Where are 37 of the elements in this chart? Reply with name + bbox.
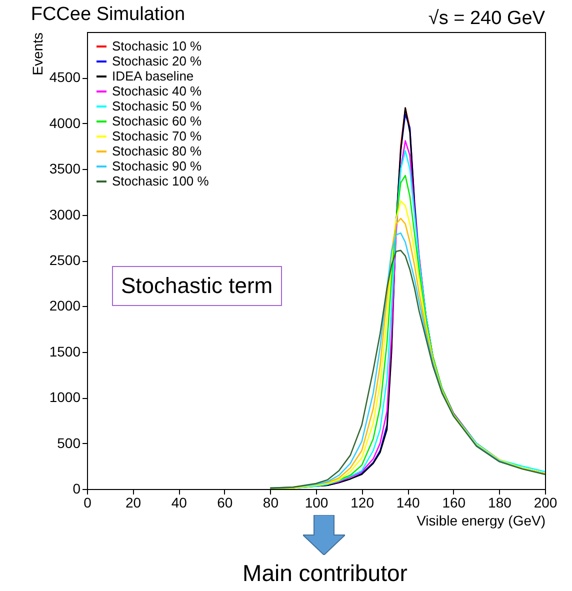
x-tick-label: 40 bbox=[171, 494, 188, 510]
y-tick-label: 2000 bbox=[49, 298, 81, 314]
x-axis-title: Visible energy (GeV) bbox=[416, 512, 546, 528]
legend-label: IDEA baseline bbox=[112, 68, 194, 84]
y-tick-label: 1500 bbox=[49, 343, 81, 360]
x-tick-label: 80 bbox=[262, 494, 279, 510]
y-tick-label: 1000 bbox=[49, 389, 81, 406]
y-axis-title: Events bbox=[29, 32, 46, 76]
x-tick-label: 20 bbox=[126, 494, 142, 510]
legend-label: Stochasic 50 % bbox=[112, 98, 202, 114]
annotation: Stochastic term bbox=[112, 266, 282, 306]
text: √s = 240 GeV bbox=[428, 8, 545, 30]
y-tick-label: 500 bbox=[57, 434, 81, 451]
legend-label: Stochasic 20 % bbox=[112, 54, 202, 68]
y-tick-label: 0 bbox=[72, 480, 81, 496]
x-tick-label: 100 bbox=[304, 494, 328, 510]
x-tick-label: 180 bbox=[488, 494, 512, 510]
x-tick-label: 60 bbox=[217, 494, 233, 510]
legend-label: Stochasic 40 % bbox=[112, 84, 202, 98]
legend-label: Stochasic 70 % bbox=[112, 128, 202, 144]
legend-label: Stochasic 10 % bbox=[112, 38, 202, 54]
y-tick-label: 4500 bbox=[49, 69, 81, 86]
y-tick-label: 3500 bbox=[49, 160, 81, 177]
x-tick-label: 200 bbox=[534, 494, 558, 510]
y-tick-label: 3000 bbox=[49, 206, 81, 222]
x-tick-label: 140 bbox=[396, 494, 420, 510]
y-tick-label: 2500 bbox=[49, 252, 81, 268]
legend-label: Stochasic 60 % bbox=[112, 114, 202, 128]
legend-label: Stochasic 90 % bbox=[112, 158, 202, 174]
x-tick-label: 120 bbox=[350, 494, 374, 510]
y-tick-label: 4000 bbox=[49, 114, 81, 131]
legend-label: Stochasic 100 % bbox=[112, 174, 210, 188]
legend-label: Stochasic 80 % bbox=[112, 144, 202, 158]
chart-title: FCCee Simulation bbox=[30, 4, 186, 25]
text: Main contributor bbox=[242, 560, 408, 587]
x-tick-label: 160 bbox=[442, 494, 466, 510]
x-tick-label: 0 bbox=[84, 494, 92, 510]
